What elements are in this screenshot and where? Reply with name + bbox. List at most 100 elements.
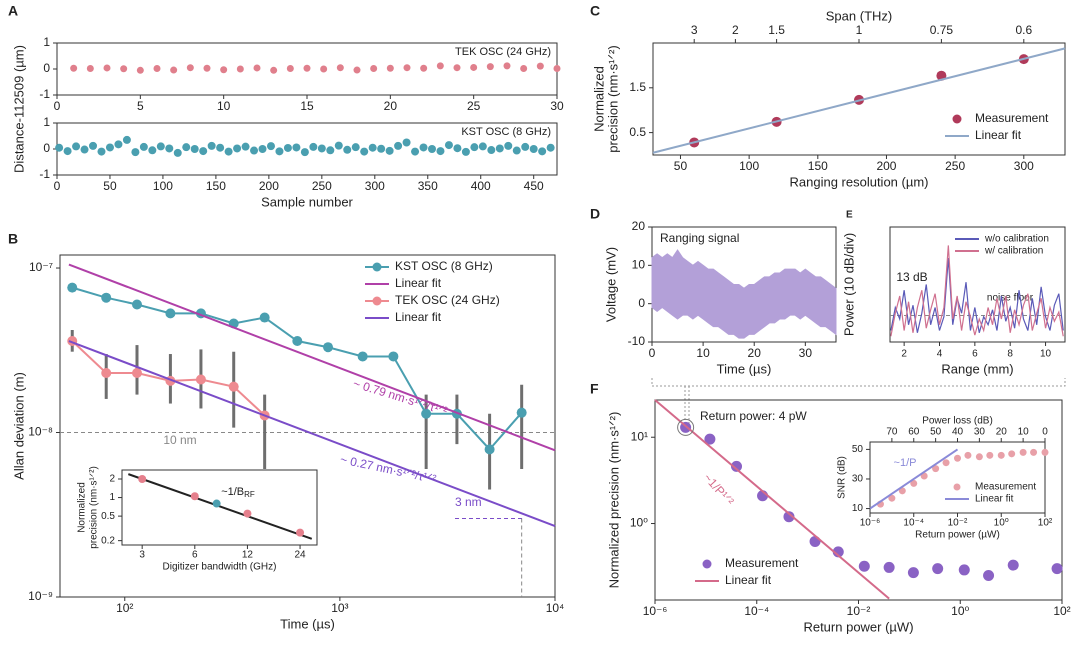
data-point (199, 147, 208, 156)
x-tick-label: 100 (153, 179, 173, 193)
data-point (486, 63, 494, 71)
data-point (148, 146, 157, 155)
legend-label: Measurement (975, 482, 1036, 493)
x-axis-label: Return power (µW) (915, 530, 1000, 541)
y-tick-label: 10 (632, 258, 646, 272)
data-point (309, 142, 318, 151)
data-point (120, 65, 128, 73)
data-point (470, 143, 479, 152)
x2-tick-label: 30 (974, 427, 986, 438)
x-tick-label: 10² (1053, 604, 1070, 618)
legend-label: w/o calibration (984, 234, 1049, 245)
data-point (131, 368, 142, 379)
panel-label: B (8, 231, 18, 247)
y-tick-label: 0.5 (629, 125, 646, 139)
y-axis-label: Allan deviation (m) (11, 372, 26, 480)
x-axis-label: Sample number (261, 194, 353, 209)
data-point (536, 62, 544, 70)
data-point (512, 146, 521, 155)
y-tick-label: 0.5 (101, 511, 115, 522)
data-point (402, 138, 411, 147)
data-point (484, 444, 495, 455)
data-point (529, 145, 538, 153)
legend-label: w/ calibration (984, 246, 1043, 257)
x-tick-label: 25 (467, 99, 481, 113)
x-tick-label: 5 (137, 99, 144, 113)
data-point (520, 64, 528, 72)
x-tick-label: 30 (799, 346, 813, 360)
x-tick-label: 150 (206, 179, 226, 193)
y-tick-label: 10⁻⁹ (28, 589, 53, 603)
data-point (207, 141, 216, 150)
y-tick-label: 10¹ (631, 429, 648, 443)
data-point (139, 142, 148, 151)
data-point (453, 144, 462, 153)
data-point (195, 374, 206, 385)
annotation: Return power: 4 pW (700, 409, 807, 423)
data-point (258, 145, 267, 153)
data-point (72, 142, 81, 151)
data-point (351, 143, 360, 152)
data-point (259, 312, 270, 323)
data-point (190, 145, 199, 153)
x-tick-label: 10⁻⁴ (744, 604, 769, 618)
legend-label: Linear fit (395, 276, 442, 290)
data-point (832, 546, 844, 558)
annotation: ~ 0.27 nm·s¹ᐟ²/τ¹ᐟ² (339, 452, 438, 486)
data-point (300, 148, 309, 157)
chart-panel: 50 100 150 200 250 300 3 2 1.5 1 0.75 0.6 0.5 1.5 Rang… (590, 3, 1066, 189)
y-tick-label: 1.5 (629, 80, 646, 94)
x2-tick-label: 1.5 (768, 23, 785, 37)
y-axis-label: SNR (dB) (837, 456, 848, 499)
data-point (101, 368, 112, 379)
legend-label: Linear fit (975, 128, 1022, 142)
panel-label: D (590, 206, 600, 222)
x-tick-label: 300 (1014, 159, 1034, 173)
x2-tick-label: 0 (1042, 427, 1048, 438)
x-axis-label: Time (µs) (717, 361, 772, 376)
data-point (220, 66, 228, 74)
x-tick-label: 100 (739, 159, 759, 173)
data-point (170, 66, 178, 74)
x2-axis-label: Span (THz) (826, 8, 892, 23)
plot-frame (889, 226, 1066, 343)
data-point (343, 145, 352, 154)
data-point (1030, 448, 1038, 456)
x2-tick-label: 20 (996, 427, 1008, 438)
legend-label: Linear fit (975, 494, 1014, 505)
x2-tick-label: 70 (886, 427, 898, 438)
data-point (421, 408, 432, 419)
data-point (317, 144, 326, 153)
series-line (890, 258, 1064, 333)
x-tick-label: 10⁻² (948, 518, 968, 529)
series-line (68, 263, 556, 452)
data-point (954, 454, 961, 462)
data-point (964, 451, 972, 459)
legend-label: Measurement (725, 556, 799, 570)
x2-tick-label: 0.6 (1015, 23, 1032, 37)
x-tick-label: 200 (259, 179, 279, 193)
data-point (403, 64, 411, 72)
reference-label: 3 nm (455, 495, 482, 509)
data-point (275, 147, 284, 156)
legend-marker (952, 114, 962, 124)
data-point (461, 147, 470, 156)
x-tick-label: 10⁻⁶ (643, 604, 668, 618)
data-point (80, 145, 89, 154)
reference-label: 10 nm (163, 433, 196, 447)
y-tick-label: -1 (39, 87, 50, 101)
y-tick-label: -10 (628, 334, 646, 348)
data-point (55, 143, 64, 152)
data-point (470, 63, 478, 71)
x-tick-label: 10 (1040, 349, 1052, 360)
reference-label: noise floor (987, 293, 1034, 304)
data-point (942, 459, 950, 467)
x-tick-label: 0 (54, 99, 61, 113)
data-point (394, 141, 403, 150)
data-point (888, 494, 896, 502)
x-tick-label: 20 (748, 346, 762, 360)
x2-tick-label: 40 (952, 427, 964, 438)
x-tick-label: 450 (524, 179, 544, 193)
data-point (370, 64, 378, 72)
data-point (86, 64, 94, 72)
